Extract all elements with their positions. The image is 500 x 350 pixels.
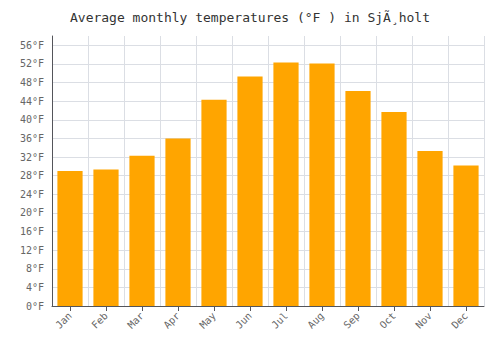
svg-text:Mar: Mar bbox=[125, 310, 146, 331]
svg-text:44°F: 44°F bbox=[20, 96, 44, 107]
svg-text:Jun: Jun bbox=[233, 310, 254, 331]
svg-text:Dec: Dec bbox=[449, 310, 470, 331]
svg-text:Jan: Jan bbox=[53, 310, 74, 331]
svg-text:Sep: Sep bbox=[341, 310, 362, 331]
svg-text:Feb: Feb bbox=[89, 310, 110, 331]
svg-text:Apr: Apr bbox=[161, 310, 182, 331]
svg-text:12°F: 12°F bbox=[20, 245, 44, 256]
svg-text:Oct: Oct bbox=[377, 310, 398, 331]
svg-text:4°F: 4°F bbox=[26, 282, 44, 293]
svg-text:32°F: 32°F bbox=[20, 152, 44, 163]
svg-text:Jul: Jul bbox=[269, 310, 290, 331]
svg-text:0°F: 0°F bbox=[26, 301, 44, 312]
svg-text:Average monthly temperatures (: Average monthly temperatures (°F ) in Sj… bbox=[70, 10, 430, 25]
svg-text:28°F: 28°F bbox=[20, 170, 44, 181]
svg-text:20°F: 20°F bbox=[20, 207, 44, 218]
svg-text:48°F: 48°F bbox=[20, 77, 44, 88]
svg-text:40°F: 40°F bbox=[20, 114, 44, 125]
svg-text:24°F: 24°F bbox=[20, 189, 44, 200]
svg-text:May: May bbox=[197, 310, 218, 331]
svg-text:52°F: 52°F bbox=[20, 58, 44, 69]
svg-text:Nov: Nov bbox=[413, 310, 434, 331]
svg-text:Aug: Aug bbox=[305, 310, 326, 331]
svg-text:36°F: 36°F bbox=[20, 133, 44, 144]
svg-text:56°F: 56°F bbox=[20, 40, 44, 51]
svg-text:8°F: 8°F bbox=[26, 263, 44, 274]
svg-text:16°F: 16°F bbox=[20, 226, 44, 237]
